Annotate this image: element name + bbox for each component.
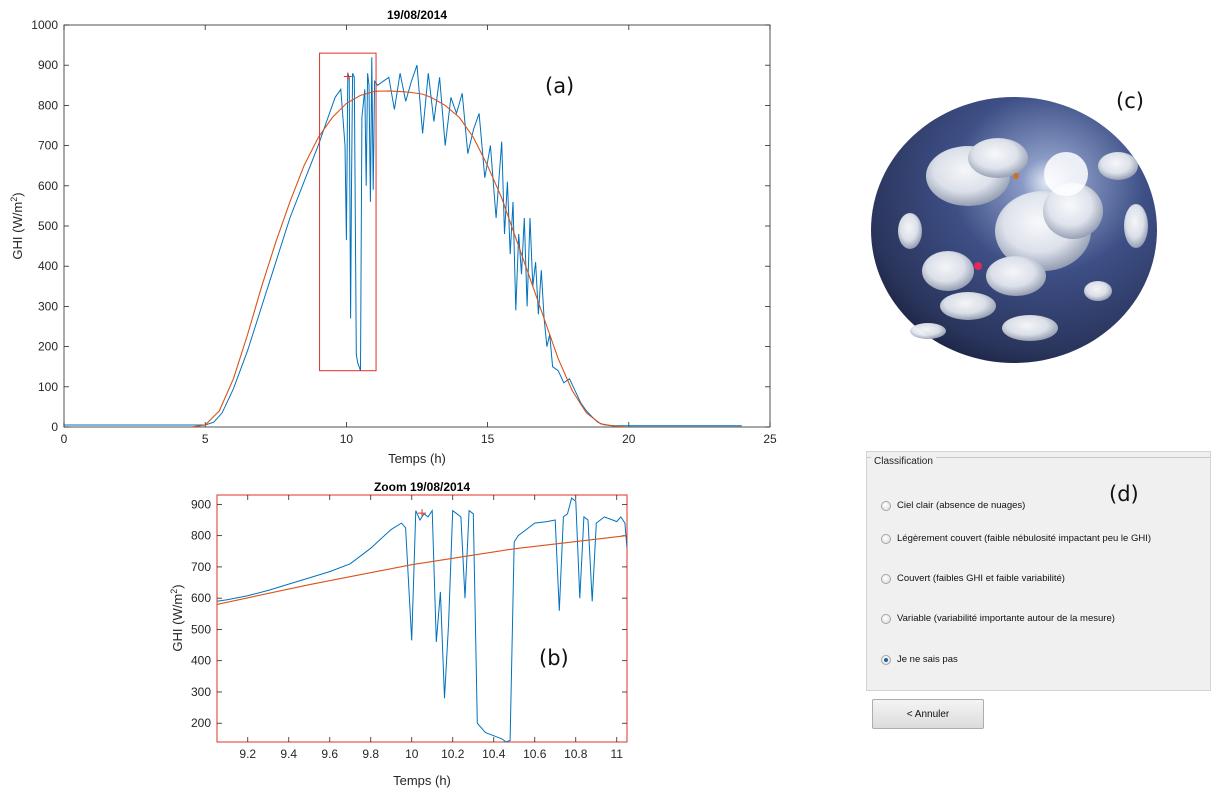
main-y-axis-label-close: ) xyxy=(10,192,25,196)
zoom-y-tick-label: 200 xyxy=(191,716,211,730)
zoom-y-tick-label: 400 xyxy=(191,654,211,668)
main-y-tick-label: 800 xyxy=(38,98,58,112)
main-y-axis-label-sup: 2 xyxy=(9,197,19,202)
radio-option-covered[interactable]: Couvert (faibles GHI et faible variabili… xyxy=(881,573,1065,584)
radio-option-label: Couvert (faibles GHI et faible variabili… xyxy=(897,573,1065,584)
cloud-shape xyxy=(1098,152,1138,180)
zoom-y-tick-label: 300 xyxy=(191,685,211,699)
main-chart-title: 19/08/2014 xyxy=(387,8,447,22)
zoom-model-ghi-line xyxy=(217,535,627,605)
sun-glare xyxy=(1044,152,1088,196)
main-y-tick-label: 900 xyxy=(38,58,58,72)
zoom-ghi-chart: 9.2 9.4 9.6 9.8 10 10.2 10.4 10.6 10.8 11 200 300 40… xyxy=(169,480,628,788)
cancel-button[interactable]: < Annuler xyxy=(872,699,984,729)
main-y-tick-label: 600 xyxy=(38,179,58,193)
main-x-tick-label: 10 xyxy=(340,432,354,446)
main-measured-ghi-line xyxy=(64,57,742,427)
zoom-y-tick-label: 500 xyxy=(191,622,211,636)
cloud-shape xyxy=(1002,315,1058,341)
radio-option-variable[interactable]: Variable (variabilité importante autour … xyxy=(881,613,1115,624)
zoom-x-tick-label: 11 xyxy=(611,747,624,761)
radio-option-clear-sky[interactable]: Ciel clair (absence de nuages) xyxy=(881,500,1025,511)
panel-label-a: (a) xyxy=(545,74,574,98)
radio-option-label: Légèrement couvert (faible nébulosité im… xyxy=(897,533,1151,544)
main-x-axis-label: Temps (h) xyxy=(388,451,446,466)
main-y-axis-label: GHI (W/m2) xyxy=(9,192,25,259)
classification-frame: Classification xyxy=(867,456,1210,690)
zoom-x-tick-label: 10.4 xyxy=(482,747,506,761)
main-y-tick-label: 400 xyxy=(38,259,58,273)
zoom-y-tick-label: 600 xyxy=(191,591,211,605)
zoom-x-axis-label: Temps (h) xyxy=(393,773,451,788)
main-y-tick-label: 1000 xyxy=(31,18,58,32)
cloud-shape xyxy=(1124,204,1148,248)
zoom-current-point-marker xyxy=(418,509,426,518)
panel-label-d: (d) xyxy=(1109,482,1139,506)
zoom-measured-ghi-line xyxy=(217,497,627,742)
main-zoom-rectangle[interactable] xyxy=(319,52,377,372)
cloud-shape xyxy=(986,256,1046,296)
main-x-tick-label: 20 xyxy=(622,432,636,446)
zoom-x-tick-label: 10.8 xyxy=(564,747,588,761)
radio-option-label: Ciel clair (absence de nuages) xyxy=(897,500,1026,511)
main-y-tick-label: 0 xyxy=(51,420,58,434)
zoom-x-tick-label: 9.2 xyxy=(239,747,256,761)
sky-camera-image xyxy=(868,96,1160,366)
main-model-ghi-line xyxy=(191,90,629,427)
zoom-x-tick-label: 9.8 xyxy=(362,747,379,761)
zoom-x-tick-label: 10.6 xyxy=(523,747,547,761)
main-ghi-chart: 0 5 10 15 20 25 0 100 200 300 400 500 600 700 800 900 10… xyxy=(9,8,777,466)
cloud-shape xyxy=(898,213,922,249)
radio-option-dont-know[interactable]: Je ne sais pas xyxy=(881,654,958,665)
zoom-y-axis-label-text: GHI (W/m xyxy=(170,594,185,652)
main-y-axis-label-text: GHI (W/m xyxy=(10,202,25,260)
zoom-x-tick-label: 10 xyxy=(405,747,419,761)
main-plot-area xyxy=(63,24,771,428)
cloud-shape xyxy=(922,251,974,291)
main-y-tick-label: 100 xyxy=(38,380,58,394)
cloud-shape xyxy=(968,138,1028,178)
camera-marker xyxy=(1013,173,1019,179)
zoom-y-axis-label: GHI (W/m2) xyxy=(169,584,185,651)
main-y-tick-label: 200 xyxy=(38,340,58,354)
zoom-y-tick-label: 900 xyxy=(191,497,211,511)
zoom-x-tick-label: 9.4 xyxy=(280,747,297,761)
radio-button-icon[interactable] xyxy=(881,573,891,584)
zoom-plot-area xyxy=(216,494,628,743)
zoom-x-tick-label: 9.6 xyxy=(321,747,338,761)
zoom-chart-title: Zoom 19/08/2014 xyxy=(374,480,470,494)
cloud-shape xyxy=(1084,281,1112,301)
main-y-tick-label: 700 xyxy=(38,139,58,153)
main-x-tick-label: 5 xyxy=(202,432,209,446)
panel-label-b: (b) xyxy=(539,646,569,670)
cloud-shape xyxy=(1043,183,1103,239)
main-y-tick-label: 300 xyxy=(38,299,58,313)
radio-button-icon[interactable] xyxy=(881,500,891,511)
radio-button-icon-selected[interactable] xyxy=(881,654,891,665)
sun-marker xyxy=(974,262,982,270)
radio-option-label: Je ne sais pas xyxy=(897,654,958,665)
cloud-shape xyxy=(940,292,996,320)
main-y-tick-label: 500 xyxy=(38,219,58,233)
main-x-tick-label: 15 xyxy=(481,432,495,446)
classification-title: Classification xyxy=(871,456,936,467)
main-x-tick-label: 0 xyxy=(61,432,68,446)
panel-label-c: (c) xyxy=(1116,89,1144,113)
zoom-x-tick-label: 10.2 xyxy=(441,747,465,761)
zoom-y-axis-label-sup: 2 xyxy=(169,589,179,594)
radio-option-lightly-covered[interactable]: Légèrement couvert (faible nébulosité im… xyxy=(881,533,1151,544)
zoom-y-axis-label-close: ) xyxy=(170,584,185,588)
cloud-shape xyxy=(910,323,946,339)
radio-button-icon[interactable] xyxy=(881,533,891,544)
sky-camera-drawing xyxy=(871,97,1157,363)
zoom-y-tick-label: 800 xyxy=(191,529,211,543)
radio-option-label: Variable (variabilité importante autour … xyxy=(897,613,1115,624)
main-x-tick-label: 25 xyxy=(763,432,777,446)
main-current-point-marker xyxy=(343,72,352,81)
classification-panel: Classification (d) Ciel clair (absence d… xyxy=(866,451,1211,691)
zoom-y-tick-label: 700 xyxy=(191,560,211,574)
radio-button-icon[interactable] xyxy=(881,613,891,624)
